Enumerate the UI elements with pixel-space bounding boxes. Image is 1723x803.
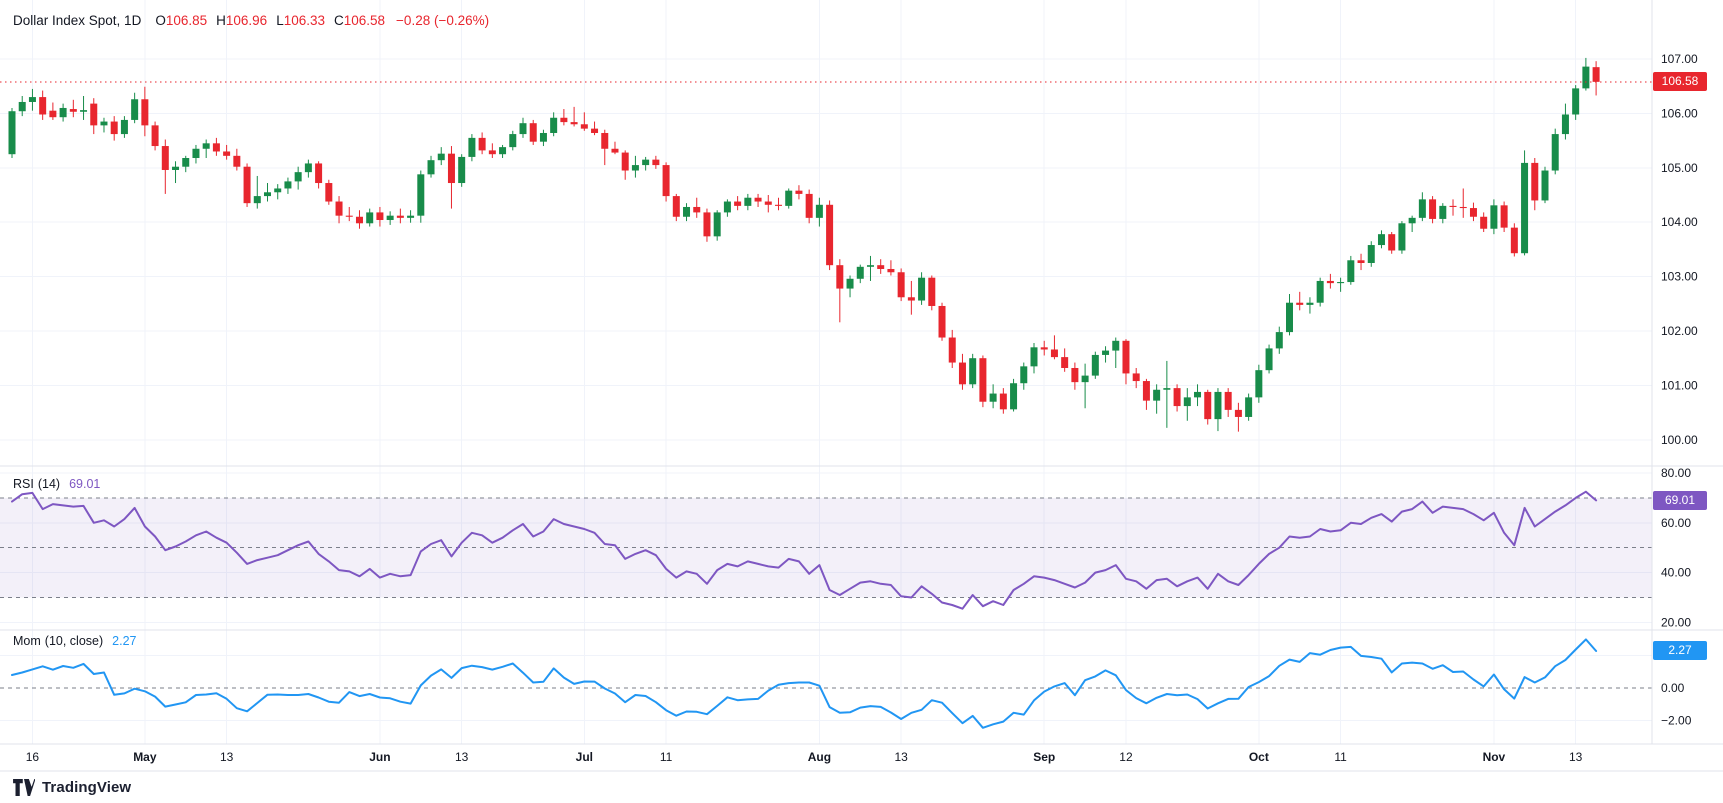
svg-text:102.00: 102.00 <box>1661 324 1698 338</box>
price-axis[interactable] <box>1653 0 1723 744</box>
tradingview-logo-text[interactable]: TradingView <box>42 779 132 796</box>
rsi-params: (14) <box>37 477 61 491</box>
symbol-title: Dollar Index Spot, 1D <box>13 13 142 28</box>
mom-params: (10, close) <box>44 634 104 648</box>
indicator-levels-layer <box>0 497 1652 689</box>
svg-text:40.00: 40.00 <box>1661 566 1691 580</box>
svg-text:20.00: 20.00 <box>1661 615 1691 629</box>
svg-text:80.00: 80.00 <box>1661 466 1691 480</box>
svg-text:103.00: 103.00 <box>1661 270 1698 284</box>
svg-text:13: 13 <box>455 750 469 764</box>
svg-text:Jun: Jun <box>369 750 390 764</box>
tradingview-logo-icon[interactable] <box>13 779 35 796</box>
mom-title: Mom <box>13 634 41 648</box>
symbol-legend[interactable]: Dollar Index Spot, 1D O106.85 H106.96 L106.… <box>13 13 489 28</box>
svg-text:16: 16 <box>26 750 40 764</box>
grid-layer <box>0 0 1652 744</box>
ohlc-high: H106.96 <box>216 13 268 28</box>
svg-text:100.00: 100.00 <box>1661 433 1698 447</box>
mom-legend[interactable]: Mom (10, close) 2.27 <box>13 634 136 648</box>
svg-text:104.00: 104.00 <box>1661 215 1698 229</box>
rsi-value-label: 69.01 <box>1653 491 1707 510</box>
change-value: −0.28 (−0.26%) <box>396 13 490 28</box>
svg-text:106.00: 106.00 <box>1661 106 1698 120</box>
svg-text:101.00: 101.00 <box>1661 378 1698 392</box>
ohlc-open: O106.85 <box>155 13 208 28</box>
svg-text:107.00: 107.00 <box>1661 52 1698 66</box>
ohlc-close: C106.58 <box>334 13 386 28</box>
svg-text:13: 13 <box>220 750 234 764</box>
axis-labels-layer: 107.00 106.00 105.00 104.00 103.00 102.00 101.… <box>26 52 1698 764</box>
svg-text:13: 13 <box>1569 750 1583 764</box>
svg-text:Oct: Oct <box>1249 750 1269 764</box>
mom-current-value: 2.27 <box>112 634 137 648</box>
footer-bar: TradingView <box>0 772 1723 803</box>
rsi-line-layer <box>11 490 1598 610</box>
svg-text:Nov: Nov <box>1483 750 1506 764</box>
candles-layer <box>8 57 1600 432</box>
mom-value-label: 2.27 <box>1653 641 1707 660</box>
svg-text:0.00: 0.00 <box>1661 681 1685 695</box>
svg-text:11: 11 <box>660 750 673 764</box>
svg-text:11: 11 <box>1334 750 1347 764</box>
ohlc-low: L106.33 <box>276 13 325 28</box>
last-price-label: 106.58 <box>1653 72 1707 91</box>
pane-dividers-layer <box>0 0 1723 772</box>
svg-text:Aug: Aug <box>808 750 831 764</box>
mom-line-layer <box>11 638 1598 729</box>
rsi-legend[interactable]: RSI (14) 69.01 <box>13 477 100 491</box>
svg-text:Sep: Sep <box>1033 750 1055 764</box>
svg-text:13: 13 <box>894 750 908 764</box>
time-axis[interactable] <box>0 745 1652 771</box>
rsi-current-value: 69.01 <box>69 477 101 491</box>
rsi-title: RSI <box>13 477 34 491</box>
svg-text:60.00: 60.00 <box>1661 516 1691 530</box>
svg-text:−2.00: −2.00 <box>1661 714 1692 728</box>
svg-text:105.00: 105.00 <box>1661 161 1698 175</box>
svg-text:Jul: Jul <box>576 750 593 764</box>
svg-text:12: 12 <box>1119 750 1133 764</box>
svg-text:May: May <box>133 750 157 764</box>
